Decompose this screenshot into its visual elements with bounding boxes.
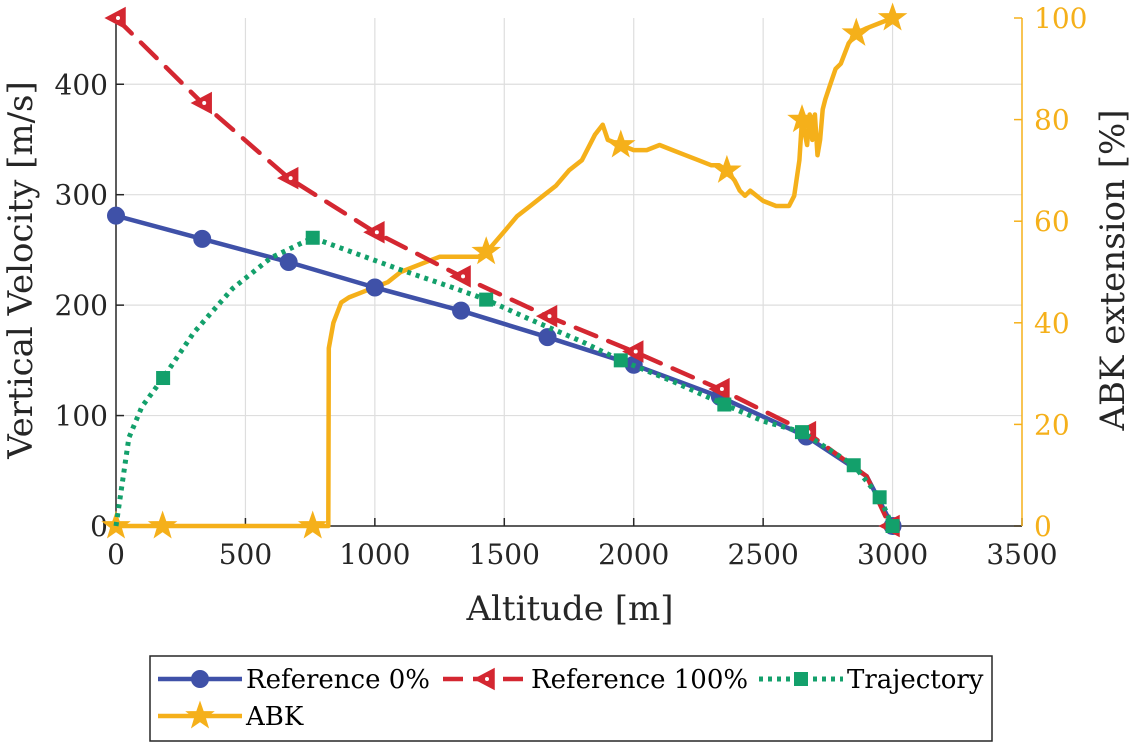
marker-trajectory	[305, 230, 320, 245]
y-left-tick-label: 100	[55, 400, 108, 433]
y-left-tick-label: 400	[55, 68, 108, 101]
marker-abk	[606, 129, 636, 158]
legend-label-abk: ABK	[245, 702, 304, 732]
y-axis-left-title: Vertical Velocity [m/s]	[1, 81, 41, 460]
marker-reference-0	[193, 229, 212, 248]
marker-reference-100-center	[374, 230, 379, 235]
marker-trajectory	[479, 292, 494, 307]
y-right-tick-label: 20	[1034, 408, 1070, 441]
plot-area	[116, 18, 1022, 526]
marker-reference-0	[365, 278, 384, 297]
series-line-trajectory	[113, 235, 895, 528]
marker-reference-100	[449, 265, 471, 288]
x-tick-label: 3500	[986, 538, 1057, 571]
marker-reference-100-center	[116, 16, 120, 20]
marker-abk	[841, 17, 872, 46]
marker-trajectory	[613, 353, 628, 368]
legend-label-ref100: Reference 100%	[531, 665, 748, 695]
y-right-tick-label: 60	[1034, 205, 1070, 238]
y-right-tick-label: 40	[1034, 307, 1070, 340]
marker-abk	[877, 2, 908, 31]
y-axis-right-title: ABK extension [%]	[1093, 109, 1133, 431]
axis-labels: Altitude [m] Vertical Velocity [m/s] ABK…	[1, 81, 1133, 629]
legend-marker-reference-100-center	[485, 677, 489, 681]
marker-trajectory	[885, 519, 900, 533]
legend-label-trajectory: Trajectory	[847, 665, 984, 695]
legend-box	[149, 655, 993, 742]
marker-reference-100-center	[633, 349, 638, 354]
axes: 0 500 1000 1500 2000 2500 3000 3500010020030040…	[55, 2, 1088, 571]
y-left-tick-label: 0	[90, 510, 108, 543]
marker-abk	[297, 510, 328, 539]
plot-series	[101, 2, 908, 539]
marker-reference-100-center	[202, 101, 207, 106]
legend-samples	[158, 667, 843, 729]
x-axis-title: Altitude [m]	[466, 589, 674, 629]
y-right-tick-label: 0	[1034, 510, 1052, 543]
marker-reference-0	[279, 253, 298, 272]
marker-reference-0	[107, 206, 125, 225]
marker-trajectory	[794, 425, 809, 440]
marker-reference-100-center	[719, 387, 724, 392]
x-tick-label: 2000	[598, 538, 669, 571]
x-tick-label: 500	[219, 538, 272, 571]
x-tick-label: 0	[107, 538, 125, 571]
marker-trajectory	[156, 371, 171, 386]
legend: Reference 0% Reference 100% Trajectory A…	[149, 655, 993, 742]
marker-trajectory	[872, 490, 887, 505]
marker-reference-100	[190, 91, 212, 115]
marker-reference-100-center	[461, 274, 466, 279]
marker-reference-100	[277, 166, 299, 190]
x-tick-label: 1500	[469, 538, 540, 571]
marker-reference-0	[452, 301, 471, 320]
marker-abk	[147, 510, 178, 539]
legend-marker-abk	[185, 700, 215, 729]
marker-reference-100	[104, 6, 126, 30]
series-reference-100	[104, 6, 900, 538]
y-left-tick-label: 300	[55, 179, 108, 212]
y-right-tick-label: 100	[1034, 2, 1087, 35]
marker-reference-100	[363, 221, 385, 244]
series-line-abk	[113, 15, 895, 529]
marker-reference-100-center	[547, 314, 552, 319]
legend-label-ref0: Reference 0%	[246, 665, 430, 695]
y-right-tick-label: 80	[1034, 104, 1070, 137]
x-tick-label: 1000	[339, 538, 410, 571]
marker-trajectory	[846, 458, 861, 473]
marker-reference-100	[708, 377, 730, 401]
series-abk	[101, 2, 908, 539]
legend-marker-reference-100	[473, 667, 495, 691]
grid	[116, 18, 1022, 526]
legend-marker-reference-0	[191, 670, 209, 688]
y-left-tick-label: 200	[55, 289, 108, 322]
marker-abk	[712, 154, 742, 183]
x-tick-label: 2500	[728, 538, 799, 571]
marker-reference-0	[538, 328, 557, 347]
marker-reference-100	[535, 304, 558, 328]
marker-abk	[471, 236, 501, 265]
legend-marker-trajectory	[794, 672, 808, 686]
x-tick-label: 3000	[857, 538, 928, 571]
series-trajectory	[113, 230, 900, 533]
marker-trajectory	[717, 397, 732, 412]
marker-abk	[787, 104, 817, 133]
marker-reference-100-center	[288, 176, 293, 181]
marker-reference-100	[622, 340, 644, 363]
